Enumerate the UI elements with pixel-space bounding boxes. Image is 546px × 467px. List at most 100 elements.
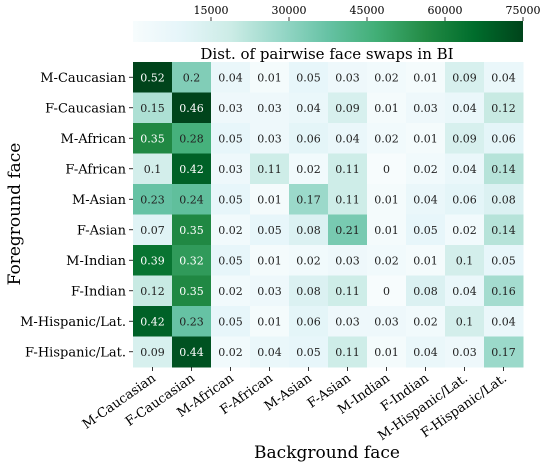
cell-value-label: 0.05 — [296, 71, 321, 84]
cell-value-label: 0.05 — [218, 315, 243, 328]
heatmap-cell — [406, 214, 446, 246]
heatmap-cell — [367, 214, 407, 246]
heatmap-cell — [328, 184, 368, 215]
cell-value-label: 0.04 — [413, 193, 438, 206]
cell-value-label: 0.24 — [179, 193, 204, 206]
y-tick-label: M-African — [61, 132, 127, 147]
heatmap-cell — [484, 214, 524, 246]
cell-value-label: 0.01 — [413, 71, 438, 84]
cell-value-label: 0.02 — [296, 254, 321, 267]
heatmap-cell — [367, 153, 407, 185]
cell-value-label: 0.04 — [218, 71, 243, 84]
heatmap-cell — [172, 123, 212, 154]
cell-value-label: 0.23 — [179, 315, 204, 328]
heatmap-cell — [289, 336, 329, 368]
heatmap-cell — [406, 306, 446, 337]
cell-value-label: 0.06 — [491, 132, 516, 145]
cell-value-label: 0.42 — [140, 315, 165, 328]
cell-value-label: 0.52 — [140, 71, 165, 84]
cell-value-label: 0.42 — [179, 163, 204, 176]
cell-value-label: 0.16 — [491, 285, 516, 298]
heatmap-cell — [289, 62, 329, 93]
colorbar-gradient — [133, 21, 523, 42]
heatmap-cell — [250, 184, 290, 215]
cell-value-label: 0.06 — [296, 315, 321, 328]
cell-value-label: 0.01 — [413, 254, 438, 267]
cell-value-label: 0.01 — [374, 193, 399, 206]
cell-value-label: 0.35 — [140, 132, 165, 145]
heatmap-cell — [172, 306, 212, 337]
heatmap-cell — [250, 92, 290, 124]
heatmap-cell — [367, 184, 407, 215]
heatmap-cell — [133, 184, 173, 215]
heatmap-cell — [406, 336, 446, 368]
column-labels: M-CaucasianF-CaucasianM-AfricanF-African… — [80, 367, 510, 444]
cell-value-label: 0.03 — [335, 254, 360, 267]
heatmap-cell — [289, 306, 329, 337]
cell-value-label: 0.04 — [413, 346, 438, 359]
cell-value-label: 0.08 — [296, 224, 321, 237]
cell-value-label: 0.11 — [335, 193, 360, 206]
heatmap-cell — [289, 275, 329, 307]
heatmap-cell — [406, 184, 446, 215]
cell-value-label: 0.08 — [296, 285, 321, 298]
heatmap-cell — [133, 336, 173, 368]
heatmap-cell — [328, 62, 368, 93]
cell-value-label: 0.04 — [452, 163, 477, 176]
heatmap-cell — [328, 153, 368, 185]
heatmap-cell — [211, 184, 251, 215]
cell-value-label: 0.02 — [374, 71, 399, 84]
heatmap-cell — [328, 92, 368, 124]
cell-value-label: 0.15 — [140, 102, 165, 115]
heatmap-cell — [484, 275, 524, 307]
colorbar-tick-label: 45000 — [350, 4, 385, 17]
heatmap-cell — [172, 214, 212, 246]
y-tick-label: F-African — [65, 162, 126, 177]
cell-value-label: 0.02 — [218, 346, 243, 359]
y-tick-label: M-Asian — [72, 193, 127, 208]
cell-value-label: 0.08 — [491, 193, 516, 206]
heatmap-cell — [289, 245, 329, 276]
cell-value-label: 0.03 — [218, 102, 243, 115]
cell-value-label: 0.05 — [257, 224, 282, 237]
colorbar-tick-label: 60000 — [428, 4, 463, 17]
heatmap-cell — [250, 123, 290, 154]
y-tick-label: F-Caucasian — [45, 101, 127, 116]
cell-value-label: 0.07 — [140, 224, 165, 237]
cell-value-label: 0.1 — [456, 254, 474, 267]
cell-value-label: 0 — [383, 285, 390, 298]
cell-value-label: 0.01 — [257, 71, 282, 84]
heatmap-cell — [133, 214, 173, 246]
heatmap-cell — [445, 245, 485, 276]
x-axis-label: Background face — [254, 443, 400, 463]
cell-value-label: 0.01 — [257, 254, 282, 267]
heatmap-cell — [484, 123, 524, 154]
cell-value-label: 0.03 — [413, 102, 438, 115]
colorbar-ticks: 15000 30000 45000 60000 75000 — [194, 4, 541, 21]
cell-value-label: 0.01 — [374, 102, 399, 115]
cell-value-label: 0.04 — [452, 102, 477, 115]
heatmap-cell — [250, 62, 290, 93]
heatmap-cells: 0.52 0.2 0.04 0.01 0.05 0.03 0.02 0.01 0.09 0.04 0… — [133, 62, 524, 368]
heatmap-cell — [289, 92, 329, 124]
cell-value-label: 0.09 — [452, 132, 477, 145]
cell-value-label: 0.06 — [296, 132, 321, 145]
heatmap-cell — [406, 245, 446, 276]
heatmap-cell — [367, 336, 407, 368]
cell-value-label: 0.02 — [218, 224, 243, 237]
cell-value-label: 0.04 — [257, 346, 282, 359]
heatmap-cell — [133, 306, 173, 337]
heatmap-cell — [211, 123, 251, 154]
heatmap-cell — [484, 306, 524, 337]
heatmap-cell — [367, 306, 407, 337]
cell-value-label: 0.06 — [452, 193, 477, 206]
cell-value-label: 0.02 — [452, 224, 477, 237]
cell-value-label: 0.1 — [456, 315, 474, 328]
heatmap-cell — [328, 275, 368, 307]
cell-value-label: 0.05 — [413, 224, 438, 237]
cell-value-label: 0.05 — [218, 193, 243, 206]
heatmap-cell — [172, 336, 212, 368]
heatmap-cell — [289, 214, 329, 246]
heatmap-cell — [328, 123, 368, 154]
heatmap-cell — [445, 306, 485, 337]
